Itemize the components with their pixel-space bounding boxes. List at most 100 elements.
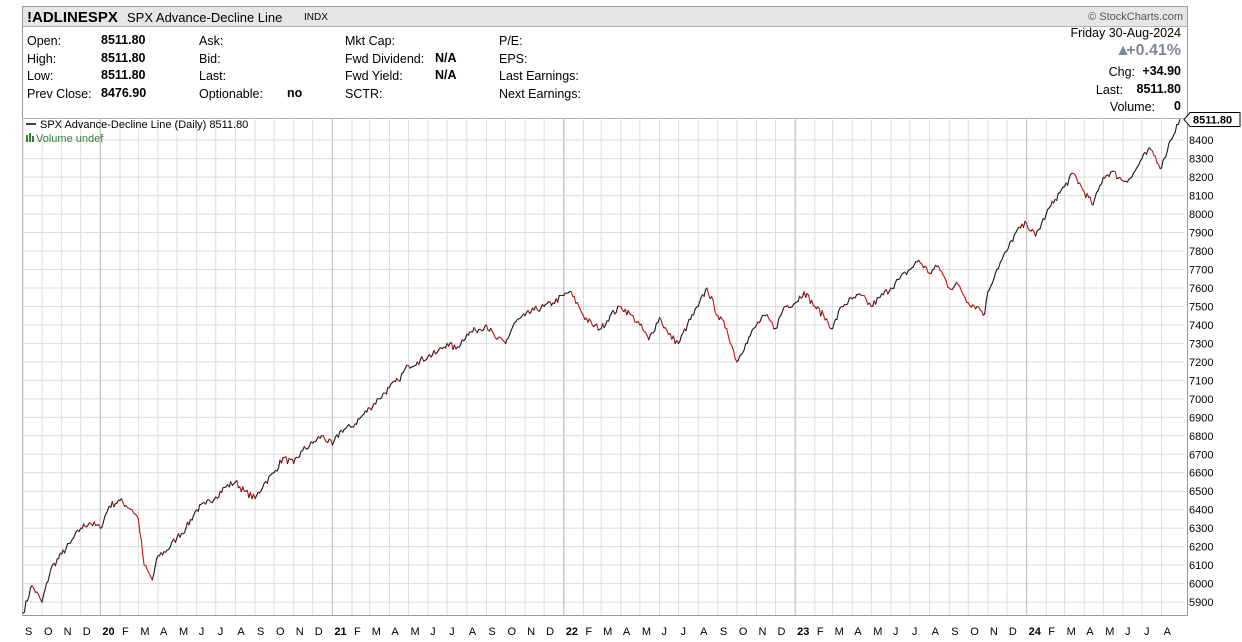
volume-bars-icon: [26, 133, 34, 142]
series-line-segment: [113, 503, 116, 508]
series-line-segment: [615, 305, 619, 313]
series-line-segment: [780, 309, 784, 315]
series-line-segment: [981, 310, 984, 316]
sctr-label: SCTR:: [345, 87, 383, 101]
series-line-segment: [803, 291, 807, 298]
x-tick-label: F: [817, 626, 824, 638]
series-line-segment: [402, 368, 406, 373]
low-label: Low:: [27, 69, 54, 83]
series-line-segment: [1108, 171, 1112, 178]
series-line-segment: [1015, 229, 1018, 234]
x-tick-label: N: [64, 626, 72, 638]
series-line-segment: [42, 589, 46, 596]
x-tick-label: 24: [1029, 626, 1042, 638]
series-line-segment: [54, 558, 58, 567]
series-line-segment: [507, 333, 511, 339]
series-line-segment: [1083, 191, 1087, 198]
series-line-segment: [1056, 192, 1059, 201]
series-line-segment: [188, 518, 192, 526]
fwd-dividend-label: Fwd Dividend:: [345, 52, 425, 66]
series-line-segment: [44, 582, 48, 591]
series-line-segment: [743, 342, 747, 351]
series-line-segment: [869, 302, 872, 308]
pe-label: P/E:: [499, 34, 523, 48]
eps-label: EPS:: [499, 52, 528, 66]
series-line-segment: [1001, 254, 1005, 261]
series-line-segment: [731, 344, 735, 351]
series-line-segment: [385, 386, 389, 395]
series-line-segment: [899, 274, 903, 280]
optionable-label: Optionable:: [199, 87, 263, 101]
series-line-segment: [509, 329, 512, 335]
high-value: 8511.80: [101, 51, 146, 65]
series-line-segment: [699, 296, 702, 303]
series-line-segment: [372, 402, 375, 407]
series-line-segment: [888, 287, 892, 292]
series-line-segment: [905, 270, 909, 276]
y-tick-label: 6500: [1189, 486, 1213, 498]
series-line-segment: [58, 552, 61, 560]
series-line-segment: [576, 302, 580, 308]
series-line-segment: [749, 330, 753, 337]
series-line-segment: [370, 405, 374, 411]
series-line-segment: [685, 324, 688, 332]
series-line-segment: [937, 265, 941, 271]
series-line-segment: [708, 293, 711, 300]
series-line-segment: [777, 315, 781, 321]
last-earnings-label: Last Earnings:: [499, 69, 579, 83]
series-line-segment: [105, 509, 109, 514]
y-tick-label: 7900: [1189, 228, 1213, 240]
x-tick-label: M: [642, 626, 651, 638]
y-tick-label: 7300: [1189, 338, 1213, 350]
series-line-segment: [582, 315, 586, 320]
series-line-segment: [737, 355, 741, 361]
series-line-segment: [1006, 247, 1009, 252]
series-line-segment: [69, 538, 73, 544]
series-line-segment: [467, 331, 471, 336]
series-line-segment: [1174, 124, 1178, 133]
series-line-segment: [50, 564, 53, 570]
series-line-segment: [183, 527, 187, 534]
x-tick-label: S: [720, 626, 727, 638]
series-line-segment: [261, 483, 265, 489]
series-line-segment: [41, 594, 45, 603]
x-tick-label: N: [990, 626, 998, 638]
high-label: High:: [27, 52, 57, 66]
x-tick-label: A: [1164, 626, 1172, 638]
brand-logo: © StockCharts.com: [1088, 11, 1183, 23]
series-line-segment: [299, 450, 302, 458]
x-tick-label: S: [951, 626, 958, 638]
series-line-segment: [1012, 234, 1015, 242]
series-line-segment: [145, 564, 148, 571]
y-tick-label: 7000: [1189, 394, 1213, 406]
series-line-segment: [146, 569, 150, 574]
series-line-segment: [221, 486, 224, 494]
y-tick-label: 6700: [1189, 449, 1213, 461]
series-line-segment: [322, 434, 326, 440]
series-line-segment: [81, 523, 85, 529]
y-tick-label: 6900: [1189, 412, 1213, 424]
x-tick-label: N: [296, 626, 304, 638]
x-tick-label: M: [372, 626, 381, 638]
volume-value: 0: [1174, 99, 1181, 113]
x-tick-label: 20: [102, 626, 114, 638]
series-line-segment: [330, 439, 333, 446]
series-line-segment: [246, 489, 250, 499]
y-tick-label: 8000: [1189, 209, 1213, 221]
x-tick-label: F: [585, 626, 592, 638]
series-line-segment: [771, 321, 775, 330]
series-line-segment: [1151, 150, 1155, 156]
series-line-segment: [797, 295, 801, 302]
series-line-segment: [782, 305, 785, 311]
series-line-segment: [139, 531, 142, 540]
series-line-segment: [1131, 172, 1135, 178]
series-line-segment: [703, 288, 707, 297]
x-tick-label: J: [1144, 626, 1150, 638]
x-tick-label: M: [835, 626, 844, 638]
series-line-segment: [875, 297, 878, 305]
prev-close-value: 8476.90: [101, 86, 147, 100]
series-line-segment: [811, 299, 814, 307]
series-line-segment: [193, 511, 196, 516]
series-line-segment: [578, 305, 582, 311]
series-line-segment: [1171, 134, 1175, 140]
